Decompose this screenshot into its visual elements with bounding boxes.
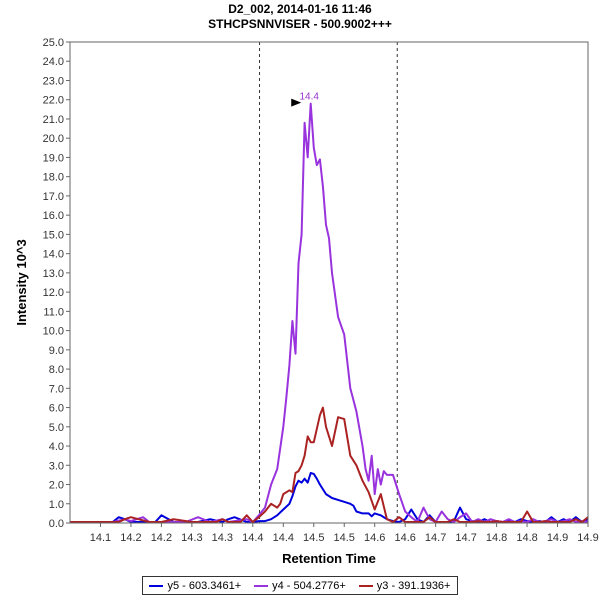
x-tick-label: 14.3 bbox=[181, 532, 202, 544]
chart-subtitle: STHCPSNNVISER - 500.9002+++ bbox=[208, 17, 392, 31]
legend: y5 - 603.3461+ y4 - 504.2776+ y3 - 391.193… bbox=[142, 576, 458, 595]
series-line-1 bbox=[70, 472, 589, 523]
y-tick-label: 4.0 bbox=[49, 441, 64, 453]
x-tick-label: 14.3 bbox=[212, 532, 233, 544]
plot-area bbox=[69, 41, 589, 524]
y-tick-label: 22.0 bbox=[43, 95, 64, 107]
y-tick-label: 17.0 bbox=[43, 191, 64, 203]
x-tick-label: 14.8 bbox=[516, 532, 537, 544]
x-tick-label: 14.4 bbox=[273, 532, 294, 544]
y-tick-label: 5.0 bbox=[49, 422, 64, 434]
y-axis-label: Intensity 10^3 bbox=[14, 239, 29, 325]
y-tick-label: 13.0 bbox=[43, 268, 64, 280]
y-tick-label: 20.0 bbox=[43, 133, 64, 145]
x-tick-label: 14.2 bbox=[151, 532, 172, 544]
legend-label: y5 - 603.3461+ bbox=[167, 579, 242, 592]
series-line-3 bbox=[70, 406, 589, 523]
series-line-2 bbox=[70, 102, 589, 523]
y-tick-label: 23.0 bbox=[43, 75, 64, 87]
x-tick-label: 14.7 bbox=[455, 532, 476, 544]
x-tick-label: 14.8 bbox=[486, 532, 507, 544]
x-tick-label: 14.5 bbox=[334, 532, 355, 544]
legend-swatch bbox=[254, 584, 269, 587]
chart-title: D2_002, 2014-01-16 11:46 bbox=[228, 2, 372, 16]
x-tick-label: 14.6 bbox=[364, 532, 385, 544]
x-tick-label: 14.2 bbox=[120, 532, 141, 544]
x-tick-label: 14.9 bbox=[547, 532, 568, 544]
y-tick-label: 11.0 bbox=[43, 306, 64, 318]
x-tick-label: 14.9 bbox=[577, 532, 598, 544]
legend-swatch bbox=[149, 584, 164, 587]
x-tick-label: 14.7 bbox=[425, 532, 446, 544]
x-tick-label: 14.4 bbox=[242, 532, 263, 544]
y-tick-label: 18.0 bbox=[43, 172, 64, 184]
y-tick-label: 25.0 bbox=[43, 37, 64, 49]
y-tick-label: 2.0 bbox=[49, 480, 64, 492]
legend-item-2: y4 - 504.2776+ bbox=[254, 580, 346, 592]
y-tick-label: 3.0 bbox=[49, 460, 64, 472]
legend-label: y4 - 504.2776+ bbox=[272, 579, 346, 592]
y-tick-label: 0.0 bbox=[49, 518, 64, 530]
y-tick-label: 10.0 bbox=[43, 326, 64, 338]
x-axis-label: Retention Time bbox=[282, 551, 376, 566]
y-tick-label: 14.0 bbox=[43, 249, 64, 261]
y-tick-label: 16.0 bbox=[43, 210, 64, 222]
peak-label: 14.4 bbox=[299, 92, 319, 103]
y-tick-label: 12.0 bbox=[43, 287, 64, 299]
y-tick-label: 19.0 bbox=[43, 152, 64, 164]
legend-item-3: y3 - 391.1936+ bbox=[358, 579, 451, 592]
y-tick-label: 21.0 bbox=[43, 114, 64, 126]
legend-swatch bbox=[358, 584, 373, 587]
x-tick-label: 14.6 bbox=[394, 532, 415, 544]
legend-item-1: y5 - 603.3461+ bbox=[149, 580, 241, 592]
y-tick-label: 8.0 bbox=[49, 364, 64, 376]
legend-label: y3 - 391.1936+ bbox=[376, 579, 451, 592]
y-tick-label: 7.0 bbox=[49, 383, 64, 395]
y-tick-label: 9.0 bbox=[49, 345, 64, 357]
peak-marker-arrow bbox=[291, 98, 302, 107]
y-tick-label: 1.0 bbox=[49, 499, 64, 511]
y-tick-label: 6.0 bbox=[49, 403, 64, 415]
x-tick-label: 14.1 bbox=[90, 532, 111, 544]
x-tick-label: 14.5 bbox=[303, 532, 324, 544]
y-tick-label: 15.0 bbox=[43, 229, 64, 241]
y-tick-label: 24.0 bbox=[43, 56, 64, 68]
